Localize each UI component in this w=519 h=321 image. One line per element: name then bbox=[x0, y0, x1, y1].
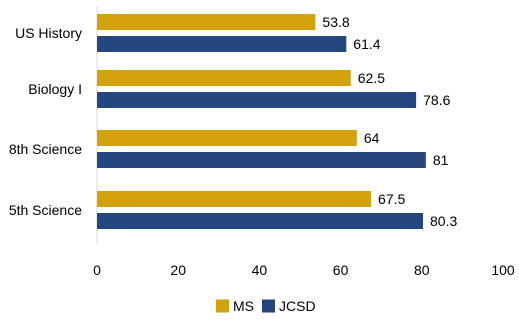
legend-label: MS bbox=[233, 298, 254, 314]
data-label: 81 bbox=[433, 152, 449, 168]
data-label: 78.6 bbox=[423, 92, 450, 108]
bar-ms bbox=[97, 70, 351, 86]
data-label: 80.3 bbox=[430, 213, 457, 229]
legend-item-jcsd: JCSD bbox=[262, 298, 316, 314]
x-tick-label: 20 bbox=[170, 262, 186, 278]
bars bbox=[97, 14, 426, 229]
data-label: 53.8 bbox=[322, 14, 349, 30]
data-label: 61.4 bbox=[353, 36, 380, 52]
bar-ms bbox=[97, 14, 316, 30]
bar-ms bbox=[97, 191, 372, 207]
x-tick-label: 0 bbox=[93, 262, 101, 278]
category-labels: US History Biology I 8th Science 5th Scienc… bbox=[9, 25, 82, 218]
category-label: Biology I bbox=[28, 81, 82, 97]
x-tick-labels: 0 20 40 60 80 100 bbox=[93, 262, 515, 278]
bar-jcsd bbox=[97, 92, 417, 108]
x-tick-label: 80 bbox=[414, 262, 430, 278]
data-label: 62.5 bbox=[358, 70, 385, 86]
legend: MS JCSD bbox=[216, 298, 316, 314]
legend-swatch bbox=[262, 299, 275, 313]
x-tick-label: 40 bbox=[252, 262, 268, 278]
bar-ms bbox=[97, 130, 357, 146]
category-label: 8th Science bbox=[9, 141, 82, 157]
data-label: 64 bbox=[364, 130, 380, 146]
legend-item-ms: MS bbox=[216, 298, 254, 314]
legend-label: JCSD bbox=[279, 298, 316, 314]
bar-jcsd bbox=[97, 152, 426, 168]
bar-jcsd bbox=[97, 36, 347, 52]
data-labels: 53.861.4 62.5 78.6 64 81 67.5 80.3 bbox=[322, 14, 457, 229]
data-label: 67.5 bbox=[378, 191, 405, 207]
category-label: 5th Science bbox=[9, 202, 82, 218]
bar-jcsd bbox=[97, 213, 424, 229]
x-tick-label: 60 bbox=[333, 262, 349, 278]
legend-swatch bbox=[216, 299, 229, 313]
category-label: US History bbox=[15, 25, 82, 41]
x-tick-label: 100 bbox=[491, 262, 515, 278]
